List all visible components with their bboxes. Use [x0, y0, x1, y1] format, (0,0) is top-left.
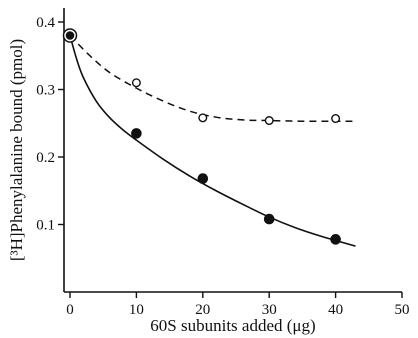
x-axis-title: 60S subunits added (μg) [150, 316, 315, 335]
solid-fit-curve [69, 35, 356, 247]
open-circle-point [264, 116, 274, 126]
open-circle-point [198, 113, 208, 123]
filled-circle-point [330, 234, 341, 245]
data-markers [62, 28, 341, 245]
filled-circle-point [197, 173, 209, 184]
x-tick-label: 30 [262, 302, 277, 318]
dashed-fit-curve [69, 34, 356, 123]
open-circle-point [131, 78, 141, 88]
x-tick-label: 20 [195, 302, 210, 318]
open-circle-point [331, 114, 341, 124]
x-tick-label: 10 [129, 302, 144, 318]
y-tick-label: 0.1 [36, 218, 55, 234]
filled-circle-point [131, 128, 142, 139]
x-tick-label: 40 [328, 302, 343, 318]
y-tick-label: 0.4 [36, 15, 55, 31]
y-axis-title: [³H]Phenylalanine bound (pmol) [7, 39, 26, 261]
y-tick-label: 0.3 [36, 83, 55, 99]
filled-circle-point [263, 213, 275, 225]
x-tick-label: 0 [66, 302, 74, 318]
axes [63, 8, 402, 293]
y-tick-label: 0.2 [36, 150, 55, 166]
shared-start-point-inner [65, 31, 75, 40]
x-tick-label: 50 [395, 302, 410, 318]
fit-curves [69, 34, 356, 247]
ticks: 0 10 20 30 40 50 0.1 0.2 0.3 0.4 [36, 15, 409, 318]
